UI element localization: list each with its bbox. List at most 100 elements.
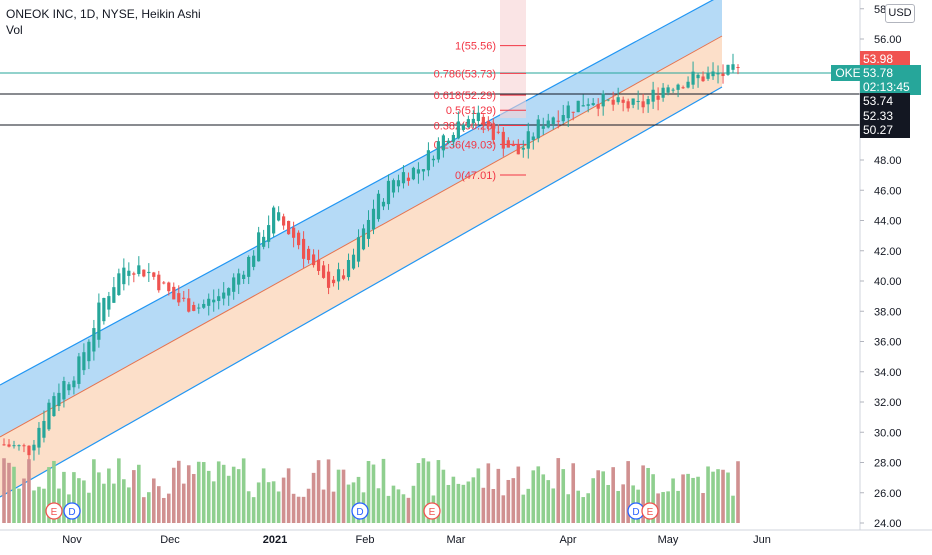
candle-body	[726, 64, 730, 75]
volume-bar	[311, 472, 316, 523]
volume-bar	[641, 465, 645, 523]
candle-body	[232, 277, 236, 292]
volume-bars	[2, 458, 740, 523]
candle-body	[117, 273, 121, 295]
volume-bar	[736, 461, 740, 523]
volume-bar	[186, 465, 191, 523]
candle-body	[706, 73, 710, 79]
volume-bar	[696, 476, 700, 523]
volume-bar	[721, 469, 725, 523]
candle-body	[396, 180, 401, 187]
volume-bar	[621, 484, 625, 523]
volume-bar	[336, 469, 341, 523]
candle-body	[621, 99, 625, 103]
price-tick-label: 30.00	[874, 427, 902, 439]
candle-body	[72, 380, 76, 388]
event-marker-earnings	[423, 502, 441, 520]
candle-body	[32, 444, 36, 451]
candle-body	[47, 402, 51, 430]
volume-bar	[441, 469, 446, 523]
candle-body	[736, 67, 740, 69]
candle-body	[651, 89, 655, 102]
candle-body	[691, 71, 695, 85]
volume-bar	[191, 473, 196, 523]
volume-bar	[716, 469, 720, 523]
candle-body	[701, 76, 705, 82]
candle-body	[551, 117, 555, 125]
volume-bar	[331, 491, 336, 523]
candle-body	[401, 172, 406, 184]
volume-bar	[496, 468, 501, 523]
candle-body	[107, 296, 111, 310]
volume-bar	[726, 472, 730, 523]
channel-lower-band	[0, 36, 722, 497]
volume-bar	[606, 484, 610, 523]
volume-bar	[406, 497, 411, 523]
volume-bar	[296, 496, 301, 523]
volume-bar	[491, 489, 496, 523]
volume-bar	[511, 478, 516, 523]
candle-body	[676, 84, 680, 90]
volume-bar	[541, 474, 546, 523]
volume-bar	[626, 461, 630, 523]
volume-bar	[681, 474, 685, 523]
volume-bar	[17, 488, 21, 523]
price-tick-label: 36.00	[874, 337, 902, 349]
volume-bar	[456, 483, 461, 523]
volume-bar	[586, 493, 591, 523]
volume-bar	[7, 462, 11, 523]
candle-body	[391, 180, 396, 193]
candle-body	[626, 101, 630, 109]
volume-bar	[251, 497, 256, 523]
volume-bar	[301, 496, 306, 523]
candle-body	[42, 420, 46, 438]
candle-body	[506, 140, 510, 148]
candle-body	[451, 134, 455, 142]
volume-bar	[591, 478, 595, 523]
volume-bar	[286, 468, 291, 523]
candle-body	[331, 279, 336, 284]
candle-body	[27, 445, 31, 456]
candle-body	[202, 303, 206, 308]
candle-body	[561, 115, 565, 122]
event-marker-letter: E	[51, 507, 58, 518]
candle-body	[301, 238, 306, 259]
time-tick-label: Apr	[559, 534, 576, 546]
candle-body	[247, 256, 251, 277]
volume-bar	[711, 471, 715, 523]
volume-bar	[256, 482, 261, 523]
volume-bar	[401, 494, 406, 523]
volume-bar	[47, 467, 51, 523]
candle-body	[296, 232, 301, 246]
candle-body	[466, 119, 470, 128]
candle-body	[436, 141, 441, 160]
price-tick-label: 56.00	[874, 34, 902, 46]
volume-bar	[466, 481, 471, 523]
volume-bar	[581, 497, 586, 523]
last-price-tag: 53.78	[860, 65, 921, 81]
volume-bar	[291, 493, 296, 523]
candle-body	[351, 254, 356, 269]
candle-body	[586, 104, 590, 106]
volume-bar	[166, 493, 171, 523]
volume-bar	[446, 484, 451, 523]
channel-mid-line	[0, 35, 723, 438]
volume-bar	[236, 469, 241, 523]
candle-body	[711, 71, 715, 77]
candle-body	[366, 219, 371, 239]
volume-bar	[666, 491, 670, 523]
volume-bar	[556, 458, 561, 523]
volume-bar	[471, 477, 476, 523]
candle-body	[611, 99, 615, 105]
candle-body	[441, 135, 446, 151]
currency-button[interactable]: USD	[885, 4, 915, 23]
volume-bar	[341, 469, 346, 523]
time-tick-label: Mar	[447, 534, 466, 546]
candle-body	[381, 201, 386, 207]
candle-body	[316, 259, 321, 271]
volume-bar	[226, 475, 231, 523]
volume-bar	[436, 460, 441, 523]
candle-body	[127, 270, 131, 276]
